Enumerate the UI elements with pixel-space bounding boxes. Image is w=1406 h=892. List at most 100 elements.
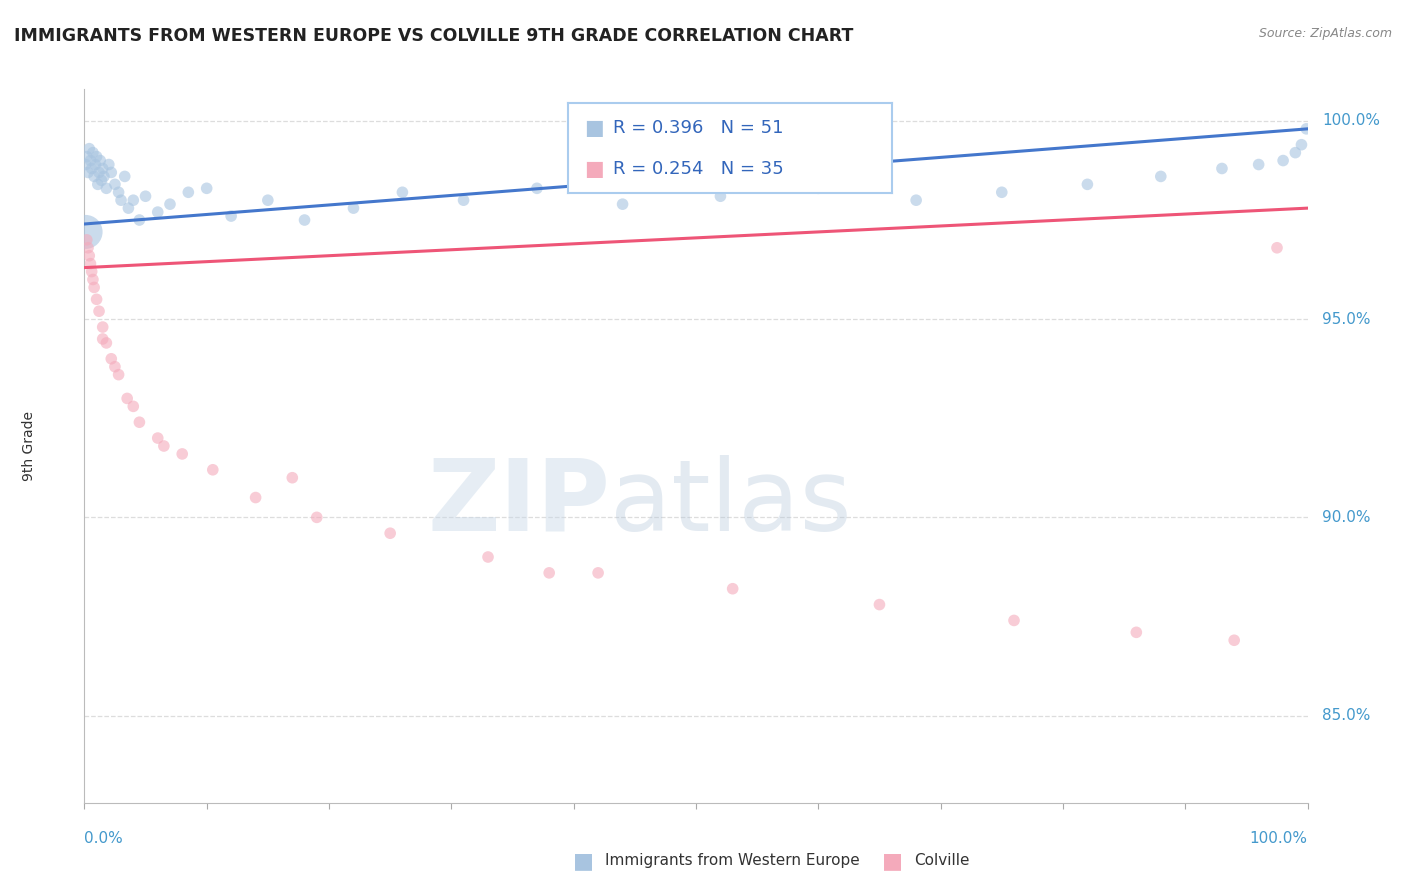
Point bbox=[305, 510, 328, 524]
Point bbox=[117, 201, 139, 215]
Text: Colville: Colville bbox=[914, 854, 969, 868]
Point bbox=[115, 392, 138, 406]
Point bbox=[107, 368, 129, 382]
Point bbox=[1150, 169, 1173, 184]
Point bbox=[77, 249, 100, 263]
Text: Source: ZipAtlas.com: Source: ZipAtlas.com bbox=[1258, 27, 1392, 40]
Point bbox=[146, 431, 169, 445]
Point bbox=[100, 165, 122, 179]
Point bbox=[219, 209, 242, 223]
Point bbox=[1223, 633, 1246, 648]
Point bbox=[75, 157, 97, 171]
Point bbox=[1247, 157, 1270, 171]
Point bbox=[90, 173, 112, 187]
Point bbox=[380, 526, 402, 541]
Text: ■: ■ bbox=[574, 851, 593, 871]
Point bbox=[195, 181, 218, 195]
Point bbox=[76, 150, 98, 164]
Text: 85.0%: 85.0% bbox=[1322, 708, 1371, 723]
Point bbox=[1211, 161, 1233, 176]
Text: IMMIGRANTS FROM WESTERN EUROPE VS COLVILLE 9TH GRADE CORRELATION CHART: IMMIGRANTS FROM WESTERN EUROPE VS COLVIL… bbox=[14, 27, 853, 45]
Point bbox=[721, 582, 744, 596]
Point bbox=[1265, 241, 1288, 255]
Text: 100.0%: 100.0% bbox=[1250, 831, 1308, 847]
Point bbox=[342, 201, 364, 215]
Point bbox=[453, 193, 475, 207]
Point bbox=[135, 189, 157, 203]
Point bbox=[159, 197, 181, 211]
Point bbox=[93, 169, 115, 184]
Point bbox=[122, 400, 145, 414]
Text: 9th Grade: 9th Grade bbox=[22, 411, 37, 481]
Point bbox=[612, 197, 634, 211]
Point bbox=[80, 264, 103, 278]
Point bbox=[77, 142, 100, 156]
Point bbox=[586, 566, 609, 580]
Text: 100.0%: 100.0% bbox=[1322, 113, 1381, 128]
Point bbox=[91, 332, 114, 346]
Point bbox=[869, 598, 891, 612]
Point bbox=[86, 150, 108, 164]
Point bbox=[96, 181, 118, 195]
Text: Immigrants from Western Europe: Immigrants from Western Europe bbox=[605, 854, 859, 868]
Point bbox=[477, 549, 499, 564]
Text: ■: ■ bbox=[883, 851, 903, 871]
Point bbox=[104, 359, 127, 374]
Point bbox=[807, 181, 830, 195]
Point bbox=[75, 225, 97, 239]
Point bbox=[201, 463, 224, 477]
Point bbox=[990, 186, 1012, 200]
Point bbox=[84, 157, 107, 171]
Point bbox=[82, 145, 104, 160]
Point bbox=[153, 439, 176, 453]
Point bbox=[83, 280, 105, 294]
Point bbox=[1291, 137, 1313, 152]
Point bbox=[294, 213, 316, 227]
Point bbox=[87, 304, 110, 318]
Point bbox=[122, 193, 145, 207]
Point bbox=[1076, 178, 1098, 192]
Point bbox=[172, 447, 194, 461]
Point bbox=[76, 233, 98, 247]
Point bbox=[96, 335, 118, 350]
Point bbox=[526, 181, 548, 195]
Point bbox=[1284, 145, 1306, 160]
Point bbox=[177, 186, 200, 200]
Point bbox=[1002, 614, 1025, 628]
Point bbox=[128, 415, 150, 429]
Point bbox=[83, 169, 105, 184]
Point bbox=[281, 471, 304, 485]
Text: atlas: atlas bbox=[610, 455, 852, 551]
Point bbox=[91, 161, 114, 176]
Text: ZIP: ZIP bbox=[427, 455, 610, 551]
Text: 95.0%: 95.0% bbox=[1322, 311, 1371, 326]
Point bbox=[114, 169, 136, 184]
Point bbox=[146, 205, 169, 219]
Text: 0.0%: 0.0% bbox=[84, 831, 124, 847]
Point bbox=[82, 272, 104, 286]
Point bbox=[89, 153, 111, 168]
Point bbox=[905, 193, 928, 207]
Point bbox=[97, 157, 120, 171]
Point bbox=[77, 241, 100, 255]
Point bbox=[1295, 121, 1317, 136]
Point bbox=[538, 566, 561, 580]
Point bbox=[79, 257, 101, 271]
Point bbox=[104, 178, 127, 192]
Point bbox=[1272, 153, 1295, 168]
Point bbox=[391, 186, 413, 200]
Point bbox=[87, 165, 110, 179]
Point bbox=[100, 351, 122, 366]
Point bbox=[87, 178, 110, 192]
Point bbox=[128, 213, 150, 227]
Point bbox=[257, 193, 280, 207]
Point bbox=[79, 153, 101, 168]
Point bbox=[107, 186, 129, 200]
Point bbox=[245, 491, 267, 505]
Point bbox=[110, 193, 132, 207]
Point bbox=[77, 165, 100, 179]
Point bbox=[91, 320, 114, 334]
Point bbox=[1125, 625, 1147, 640]
Point bbox=[709, 189, 731, 203]
Text: 90.0%: 90.0% bbox=[1322, 510, 1371, 524]
